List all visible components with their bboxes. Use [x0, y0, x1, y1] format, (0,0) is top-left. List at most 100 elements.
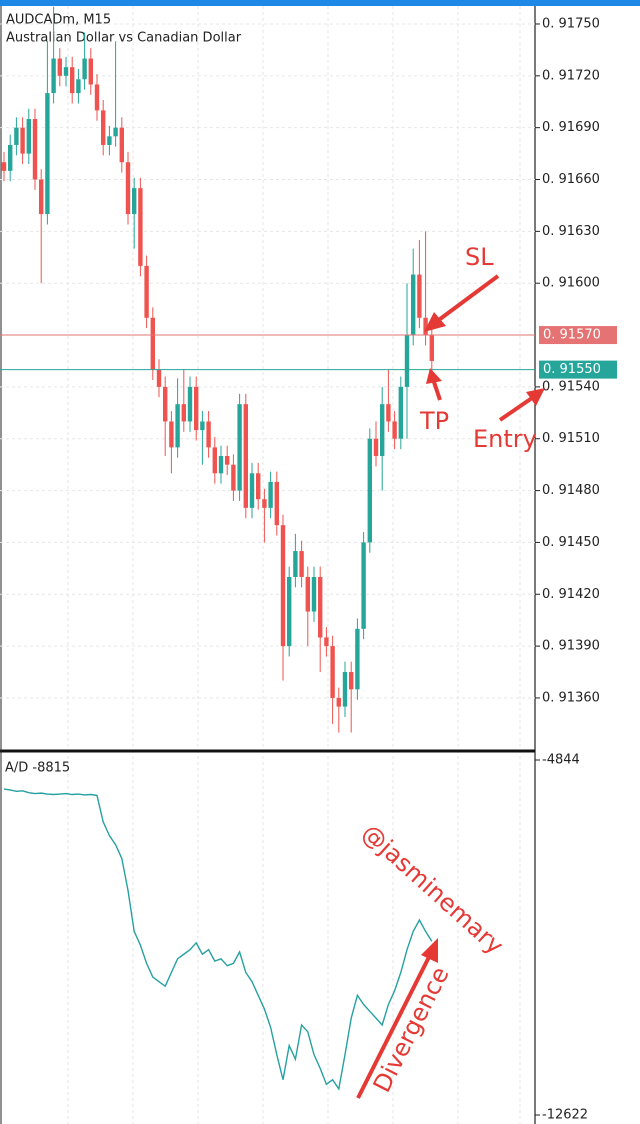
annotation-sl: SL	[465, 243, 494, 271]
candle-body	[429, 335, 434, 361]
candle-body	[101, 110, 106, 145]
candle-body	[45, 93, 50, 215]
price-label: 0. 91570	[543, 328, 601, 343]
candle-body	[14, 127, 19, 145]
candle-body	[249, 473, 255, 508]
price-label-box	[539, 326, 617, 345]
candle-body	[32, 119, 38, 180]
price-label-box	[539, 360, 617, 379]
candle-body	[243, 404, 248, 508]
indicator-title: A/D -8815	[5, 761, 70, 776]
y-tick-label: 0. 91450	[542, 535, 600, 550]
candle-body	[156, 369, 162, 387]
candle-body	[231, 464, 236, 491]
candle-body	[187, 386, 193, 422]
y-tick-label: 0. 91690	[542, 120, 600, 135]
candle-body	[26, 119, 31, 154]
chart-subtitle: Australian Dollar vs Canadian Dollar	[6, 31, 242, 46]
annotation-divergence: Divergence	[368, 962, 455, 1097]
candle-body	[262, 499, 267, 508]
candle-body	[299, 551, 304, 577]
candle-body	[380, 404, 385, 457]
candle-body	[1, 162, 7, 171]
candle-body	[417, 274, 422, 318]
candle-body	[113, 127, 118, 137]
candle-body	[268, 481, 273, 508]
candle-body	[138, 188, 143, 266]
candle-body	[169, 421, 174, 448]
candle-body	[361, 542, 366, 629]
candle-body	[63, 67, 69, 76]
y-tick-label: 0. 91360	[542, 690, 600, 705]
arrows	[356, 274, 545, 1099]
candle-body	[423, 317, 428, 336]
annotation-entry: Entry	[473, 425, 537, 453]
y-tick-label: 0. 91600	[542, 276, 600, 291]
candle-body	[218, 456, 224, 474]
candle-body	[70, 67, 75, 94]
candle-body	[404, 335, 410, 387]
candle-body	[94, 84, 100, 111]
candle-body	[51, 58, 56, 94]
candle-body	[20, 127, 25, 154]
y-tick-label: -12622	[542, 1108, 588, 1123]
candle-body	[411, 274, 416, 336]
candle-body	[318, 576, 323, 638]
candle-body	[57, 58, 62, 76]
ad-line	[3, 788, 433, 1091]
candle-body	[132, 188, 137, 215]
y-tick-label: 0. 91720	[542, 68, 600, 83]
candle-body	[398, 386, 403, 439]
candle-body	[293, 551, 298, 577]
candle-body	[8, 144, 13, 171]
candle-body	[194, 386, 199, 431]
y-tick-label: 0. 91630	[542, 224, 600, 239]
candle-body	[150, 317, 155, 370]
y-tick-label: 0. 91420	[542, 587, 600, 602]
candle-body	[212, 447, 217, 474]
y-tick-label: -4844	[542, 753, 580, 768]
candle-body	[342, 672, 348, 707]
candle-body	[280, 525, 286, 647]
candle-body	[119, 127, 124, 163]
y-tick-label: 0. 91540	[542, 379, 600, 394]
candle-body	[82, 58, 87, 80]
candle-body	[311, 576, 317, 612]
price-label: 0. 91550	[543, 362, 601, 377]
candle-body	[274, 481, 279, 526]
candle-body	[225, 456, 230, 465]
watermark: @jasminemary	[356, 819, 509, 960]
candle-body	[125, 162, 131, 215]
y-tick-label: 0. 91390	[542, 639, 600, 654]
candle-body	[88, 58, 93, 85]
y-tick-label: 0. 91750	[542, 16, 600, 31]
candle-body	[287, 576, 292, 647]
candle-body	[386, 404, 391, 422]
candle-body	[373, 438, 379, 457]
candle-body	[200, 421, 205, 431]
top-bar	[0, 0, 640, 6]
candle-body	[206, 421, 211, 448]
chart-title: AUDCADm, M15	[6, 13, 111, 28]
y-tick-label: 0. 91510	[542, 431, 600, 446]
candle-body	[107, 136, 112, 145]
y-tick-label: 0. 91480	[542, 483, 600, 498]
candle-body	[367, 438, 372, 543]
candle-body	[355, 628, 360, 690]
candle-body	[392, 421, 397, 439]
candle-body	[324, 637, 329, 647]
candle-body	[237, 404, 242, 491]
candle-body	[330, 646, 335, 698]
candle-body	[256, 473, 261, 500]
candle-body	[181, 404, 186, 422]
candle-body	[163, 386, 168, 422]
candle-body	[39, 179, 44, 215]
candle-body	[336, 697, 341, 707]
candle-body	[305, 576, 310, 612]
candle-body	[175, 404, 180, 448]
annotation-tp: TP	[419, 407, 449, 435]
y-tick-label: 0. 91660	[542, 172, 600, 187]
candle-body	[349, 672, 354, 690]
